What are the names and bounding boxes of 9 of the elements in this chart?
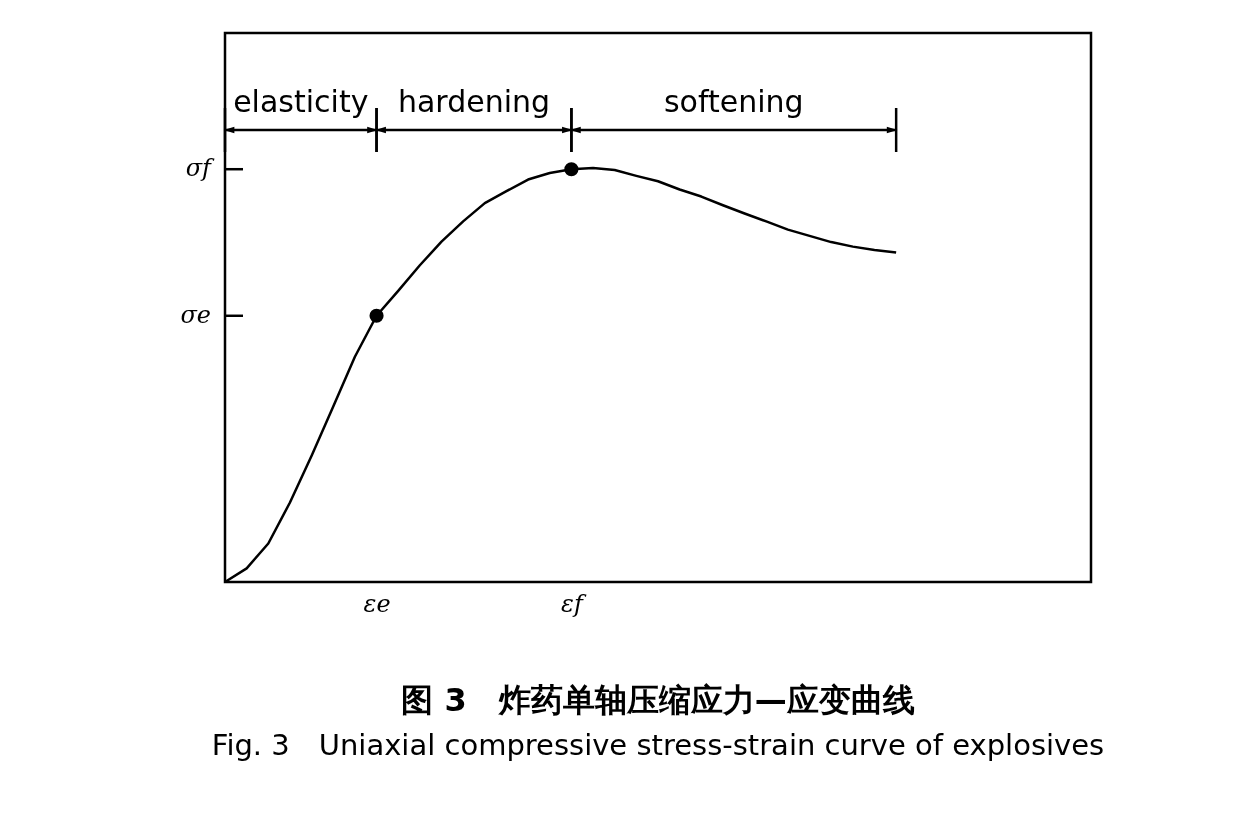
text: Fig. 3 Uniaxial compressive stress-strain curve of explosives bbox=[211, 728, 1105, 762]
text: 图 3 炸药单轴压缩应力—应变曲线 bbox=[401, 681, 915, 719]
x-tick-label: εe bbox=[363, 589, 391, 618]
text: σf bbox=[185, 154, 216, 183]
text: hardening bbox=[397, 84, 551, 119]
text: elasticity bbox=[233, 84, 369, 119]
x-tick-label: εf bbox=[561, 589, 587, 618]
text: σe bbox=[180, 300, 211, 329]
text: softening bbox=[663, 84, 804, 119]
